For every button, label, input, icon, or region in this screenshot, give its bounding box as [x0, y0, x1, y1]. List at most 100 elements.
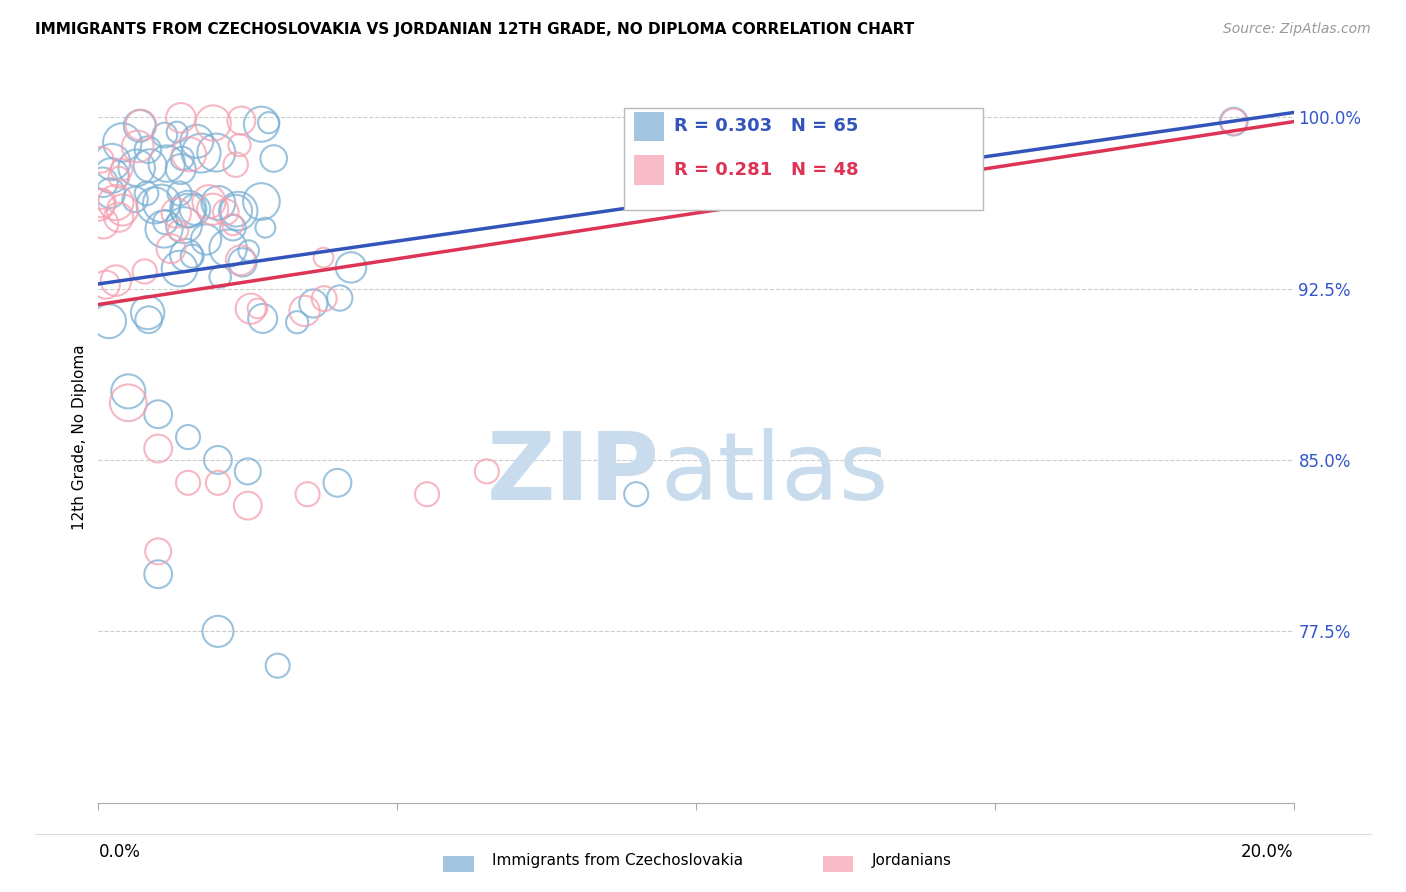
Point — [134, 264, 156, 278]
Point — [156, 156, 179, 170]
Point — [186, 134, 208, 148]
Text: 20.0%: 20.0% — [1241, 843, 1294, 861]
Point — [94, 277, 117, 292]
Point — [207, 475, 229, 490]
Point — [160, 242, 183, 256]
Text: Jordanians: Jordanians — [872, 854, 952, 868]
Point — [153, 128, 176, 142]
Text: R = 0.303   N = 65: R = 0.303 N = 65 — [675, 117, 859, 136]
Point — [170, 162, 193, 177]
Point — [165, 206, 187, 220]
Text: IMMIGRANTS FROM CZECHOSLOVAKIA VS JORDANIAN 12TH GRADE, NO DIPLOMA CORRELATION C: IMMIGRANTS FROM CZECHOSLOVAKIA VS JORDAN… — [35, 22, 914, 37]
Point — [104, 195, 127, 210]
Point — [143, 198, 166, 212]
Point — [250, 117, 273, 131]
Point — [139, 159, 162, 173]
Point — [184, 202, 207, 217]
Point — [1223, 114, 1246, 128]
Point — [148, 407, 170, 421]
Point — [177, 147, 200, 161]
Point — [100, 169, 122, 183]
Point — [207, 196, 229, 211]
Point — [198, 194, 221, 209]
Point — [329, 291, 352, 305]
Point — [252, 311, 274, 326]
Point — [340, 260, 363, 275]
Point — [207, 624, 229, 639]
Point — [236, 464, 259, 478]
Point — [238, 244, 260, 258]
Point — [226, 204, 249, 219]
Point — [124, 192, 146, 206]
Point — [169, 261, 191, 276]
Point — [217, 241, 239, 255]
Text: Source: ZipAtlas.com: Source: ZipAtlas.com — [1223, 22, 1371, 37]
Point — [91, 175, 114, 189]
Point — [170, 111, 193, 125]
Point — [136, 305, 159, 319]
Point — [90, 153, 112, 167]
Point — [201, 202, 224, 217]
Point — [416, 487, 439, 501]
Point — [101, 155, 124, 169]
Point — [90, 196, 112, 211]
Point — [205, 145, 228, 160]
Point — [239, 301, 262, 316]
Point — [150, 196, 173, 211]
Y-axis label: 12th Grade, No Diploma: 12th Grade, No Diploma — [72, 344, 87, 530]
Point — [108, 170, 131, 185]
Point — [190, 146, 212, 161]
Point — [172, 152, 194, 166]
Point — [195, 232, 218, 246]
Point — [136, 143, 159, 157]
Point — [117, 384, 139, 399]
Text: R = 0.281   N = 48: R = 0.281 N = 48 — [675, 161, 859, 179]
Point — [107, 211, 129, 225]
Point — [626, 487, 648, 501]
Point — [225, 158, 247, 172]
Point — [294, 304, 316, 318]
Point — [93, 217, 115, 231]
Point — [148, 567, 170, 582]
Point — [104, 274, 127, 288]
Point — [111, 136, 134, 150]
FancyBboxPatch shape — [634, 155, 664, 185]
Point — [181, 249, 204, 263]
Point — [117, 396, 139, 410]
Point — [166, 125, 188, 139]
Point — [125, 161, 148, 175]
Point — [176, 248, 198, 262]
Point — [257, 116, 280, 130]
Point — [148, 544, 170, 558]
Point — [231, 255, 253, 269]
FancyBboxPatch shape — [634, 112, 664, 141]
Point — [229, 253, 252, 268]
Point — [285, 315, 308, 329]
Point — [138, 312, 160, 326]
Point — [111, 202, 134, 217]
Point — [250, 194, 273, 209]
Point — [128, 119, 150, 133]
Point — [314, 292, 336, 306]
Point — [1223, 114, 1246, 128]
Point — [297, 487, 319, 501]
Text: Immigrants from Czechoslovakia: Immigrants from Czechoslovakia — [492, 854, 744, 868]
Point — [153, 222, 176, 236]
Point — [127, 139, 149, 153]
Text: 0.0%: 0.0% — [98, 843, 141, 861]
Point — [209, 269, 232, 284]
Point — [267, 658, 290, 673]
Text: ZIP: ZIP — [488, 427, 661, 520]
FancyBboxPatch shape — [624, 108, 983, 211]
Point — [207, 453, 229, 467]
Point — [215, 205, 238, 219]
Point — [148, 442, 170, 456]
Point — [254, 220, 277, 235]
Point — [177, 203, 200, 218]
Point — [222, 220, 245, 235]
Point — [87, 198, 110, 212]
Point — [169, 186, 191, 201]
Point — [475, 464, 498, 478]
Point — [167, 224, 190, 238]
Point — [177, 475, 200, 490]
